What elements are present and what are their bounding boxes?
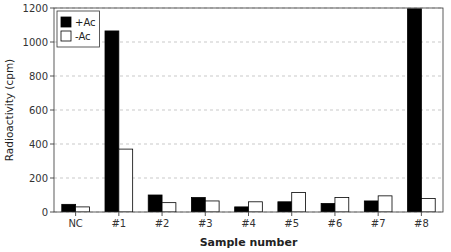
x-tick-label: #8 [414,218,429,229]
x-axis-label: Sample number [200,236,298,249]
legend-frame [57,11,100,47]
x-tick-label: #1 [111,218,126,229]
x-tick [205,212,206,216]
x-tick-label: #5 [284,218,299,229]
y-tick [50,8,54,9]
bar [278,202,292,212]
bars [62,9,435,212]
y-tick-label: 200 [29,173,48,184]
x-tick-label: NC [68,218,82,229]
bar [364,201,378,212]
bar [119,149,133,212]
legend: +Ac -Ac [57,11,100,47]
bar [105,31,119,212]
y-tick [50,144,54,145]
legend-swatch [61,17,71,27]
y-tick-label: 600 [29,105,48,116]
y-tick [50,212,54,213]
y-tick [50,76,54,77]
y-axis: 0 200 400 600 800 1000 1200 [23,3,54,218]
x-tick-label: #7 [371,218,386,229]
x-tick [378,212,379,216]
bar [76,207,90,212]
y-tick [50,110,54,111]
legend-label: -Ac [75,31,91,42]
chart: 0 200 400 600 800 1000 1200 NC #1 #2 #3 #4 #5 #6 #7 #8 S… [0,0,451,252]
y-tick [50,42,54,43]
x-tick [75,212,76,216]
x-tick [421,212,422,216]
bar [292,192,306,212]
x-tick-label: #4 [241,218,256,229]
bar [249,202,263,212]
x-tick [334,212,335,216]
legend-label: +Ac [75,17,96,28]
y-tick-label: 1000 [23,37,48,48]
bar [148,195,162,212]
x-tick [118,212,119,216]
y-tick-label: 1200 [23,3,48,14]
chart-container: 0 200 400 600 800 1000 1200 NC #1 #2 #3 #4 #5 #6 #7 #8 S… [0,0,451,252]
bar [321,204,335,213]
grid [54,8,443,212]
bar [62,204,76,212]
y-tick-label: 0 [42,207,48,218]
x-tick [162,212,163,216]
bar [191,198,205,212]
x-tick-label: #6 [328,218,343,229]
bar [421,198,435,212]
bar [378,196,392,212]
y-axis-label: Radioactivity (cpm) [3,59,15,161]
y-tick-label: 400 [29,139,48,150]
legend-swatch [61,31,71,41]
bar [335,198,349,212]
bar [162,203,176,212]
bar [408,9,422,212]
bar [235,207,249,212]
x-tick-label: #2 [155,218,170,229]
y-tick-label: 800 [29,71,48,82]
x-tick [291,212,292,216]
x-axis: NC #1 #2 #3 #4 #5 #6 #7 #8 [68,212,428,229]
bar [205,201,219,212]
plot-frame [54,8,443,212]
y-tick [50,178,54,179]
x-tick [248,212,249,216]
x-tick-label: #3 [198,218,213,229]
